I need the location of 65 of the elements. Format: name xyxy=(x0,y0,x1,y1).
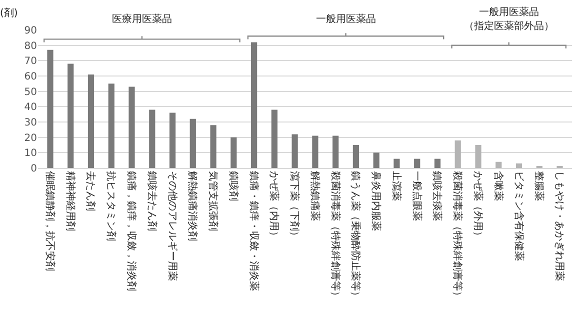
x-tick-label: かぜ薬（内用） xyxy=(268,171,280,241)
bar xyxy=(496,162,502,168)
y-tick-label: 0 xyxy=(30,164,37,174)
y-tick-label: 80 xyxy=(24,40,37,52)
x-tick-label: その他のアレルギー用薬 xyxy=(166,171,178,281)
y-tick-label: 70 xyxy=(24,56,37,68)
bar xyxy=(454,140,461,168)
bar xyxy=(108,84,114,168)
bar xyxy=(516,163,522,168)
bar xyxy=(190,118,196,168)
x-tick-label: 解熱鎮痛薬 xyxy=(308,171,321,221)
x-tick-label: 去たん剤 xyxy=(84,171,97,211)
text: 一般用医薬品 xyxy=(316,13,376,25)
x-tick-label: しもやけ・あかぎれ用薬 xyxy=(554,171,566,281)
y-tick-label: 20 xyxy=(24,132,37,144)
bar xyxy=(332,136,339,168)
y-tick-label: 60 xyxy=(24,72,37,82)
x-tick-label: 瀉下薬（下剤） xyxy=(288,171,301,241)
x-tick-label: 気管支拡張剤 xyxy=(207,171,220,231)
bar xyxy=(68,64,74,168)
x-tick-label: 殺菌消毒薬（特殊絆創膏等） xyxy=(452,171,464,301)
bar xyxy=(352,145,360,168)
bar xyxy=(394,158,400,168)
bar xyxy=(88,74,94,168)
y-tick-label: 50 xyxy=(24,86,37,98)
bar xyxy=(434,158,441,168)
y-tick-label: 90 xyxy=(24,26,37,36)
bar xyxy=(312,136,318,168)
bar xyxy=(414,158,420,168)
x-tick-label: かぜ薬（外用） xyxy=(472,171,484,241)
bar xyxy=(292,134,298,168)
bar xyxy=(230,137,237,168)
x-tick-label: 一般点眼薬 xyxy=(410,171,423,221)
bar xyxy=(210,125,216,168)
x-tick-label: 殺菌消毒薬（特殊絆創膏等） xyxy=(329,171,342,301)
x-tick-label: 解熱鎮痛消炎剤 xyxy=(186,171,199,241)
bar xyxy=(169,112,176,168)
text: 医療用医薬品 xyxy=(112,13,172,25)
y-tick-label: 30 xyxy=(24,118,37,128)
x-tick-label: 鼻炎用内服薬 xyxy=(370,171,382,231)
x-tick-label: ビタミン含有保健薬 xyxy=(512,171,525,261)
x-tick-label: 鎮痛・鎮痒・収斂・消炎薬 xyxy=(248,171,260,291)
x-tick-label: 抗ヒスタミン剤 xyxy=(105,171,118,241)
x-tick-label: 止瀉薬 xyxy=(390,171,402,201)
y-axis-title: (剤) xyxy=(0,7,18,19)
bar xyxy=(250,42,258,168)
bar xyxy=(128,86,135,168)
x-tick-label: 精神神経用剤 xyxy=(64,171,76,231)
x-tick-label: 鎮咳去痰薬 xyxy=(431,171,444,221)
bar xyxy=(271,110,278,168)
x-tick-label: 鎮咳去たん剤 xyxy=(146,171,158,231)
text: 一般用医薬品 xyxy=(479,6,539,18)
y-tick-label: 40 xyxy=(24,102,37,114)
x-tick-label: 鎮痛，鎮痒，収斂，消炎剤 xyxy=(126,171,138,291)
x-tick-label: 含嗽薬 xyxy=(492,171,504,201)
bar xyxy=(47,50,54,168)
x-tick-label: 鎮うん薬（乗物酔防止薬等） xyxy=(350,171,362,301)
bar xyxy=(373,152,380,168)
bar xyxy=(475,145,482,168)
annotation: （指定医薬部外品） xyxy=(464,20,554,32)
bar xyxy=(149,110,156,168)
x-tick-label: 催眠鎮静剤，抗不安剤 xyxy=(44,171,56,271)
x-tick-label: 鎮咳剤 xyxy=(227,171,240,201)
x-tick-label: 整腸薬 xyxy=(533,171,546,201)
y-tick-label: 10 xyxy=(24,148,37,160)
